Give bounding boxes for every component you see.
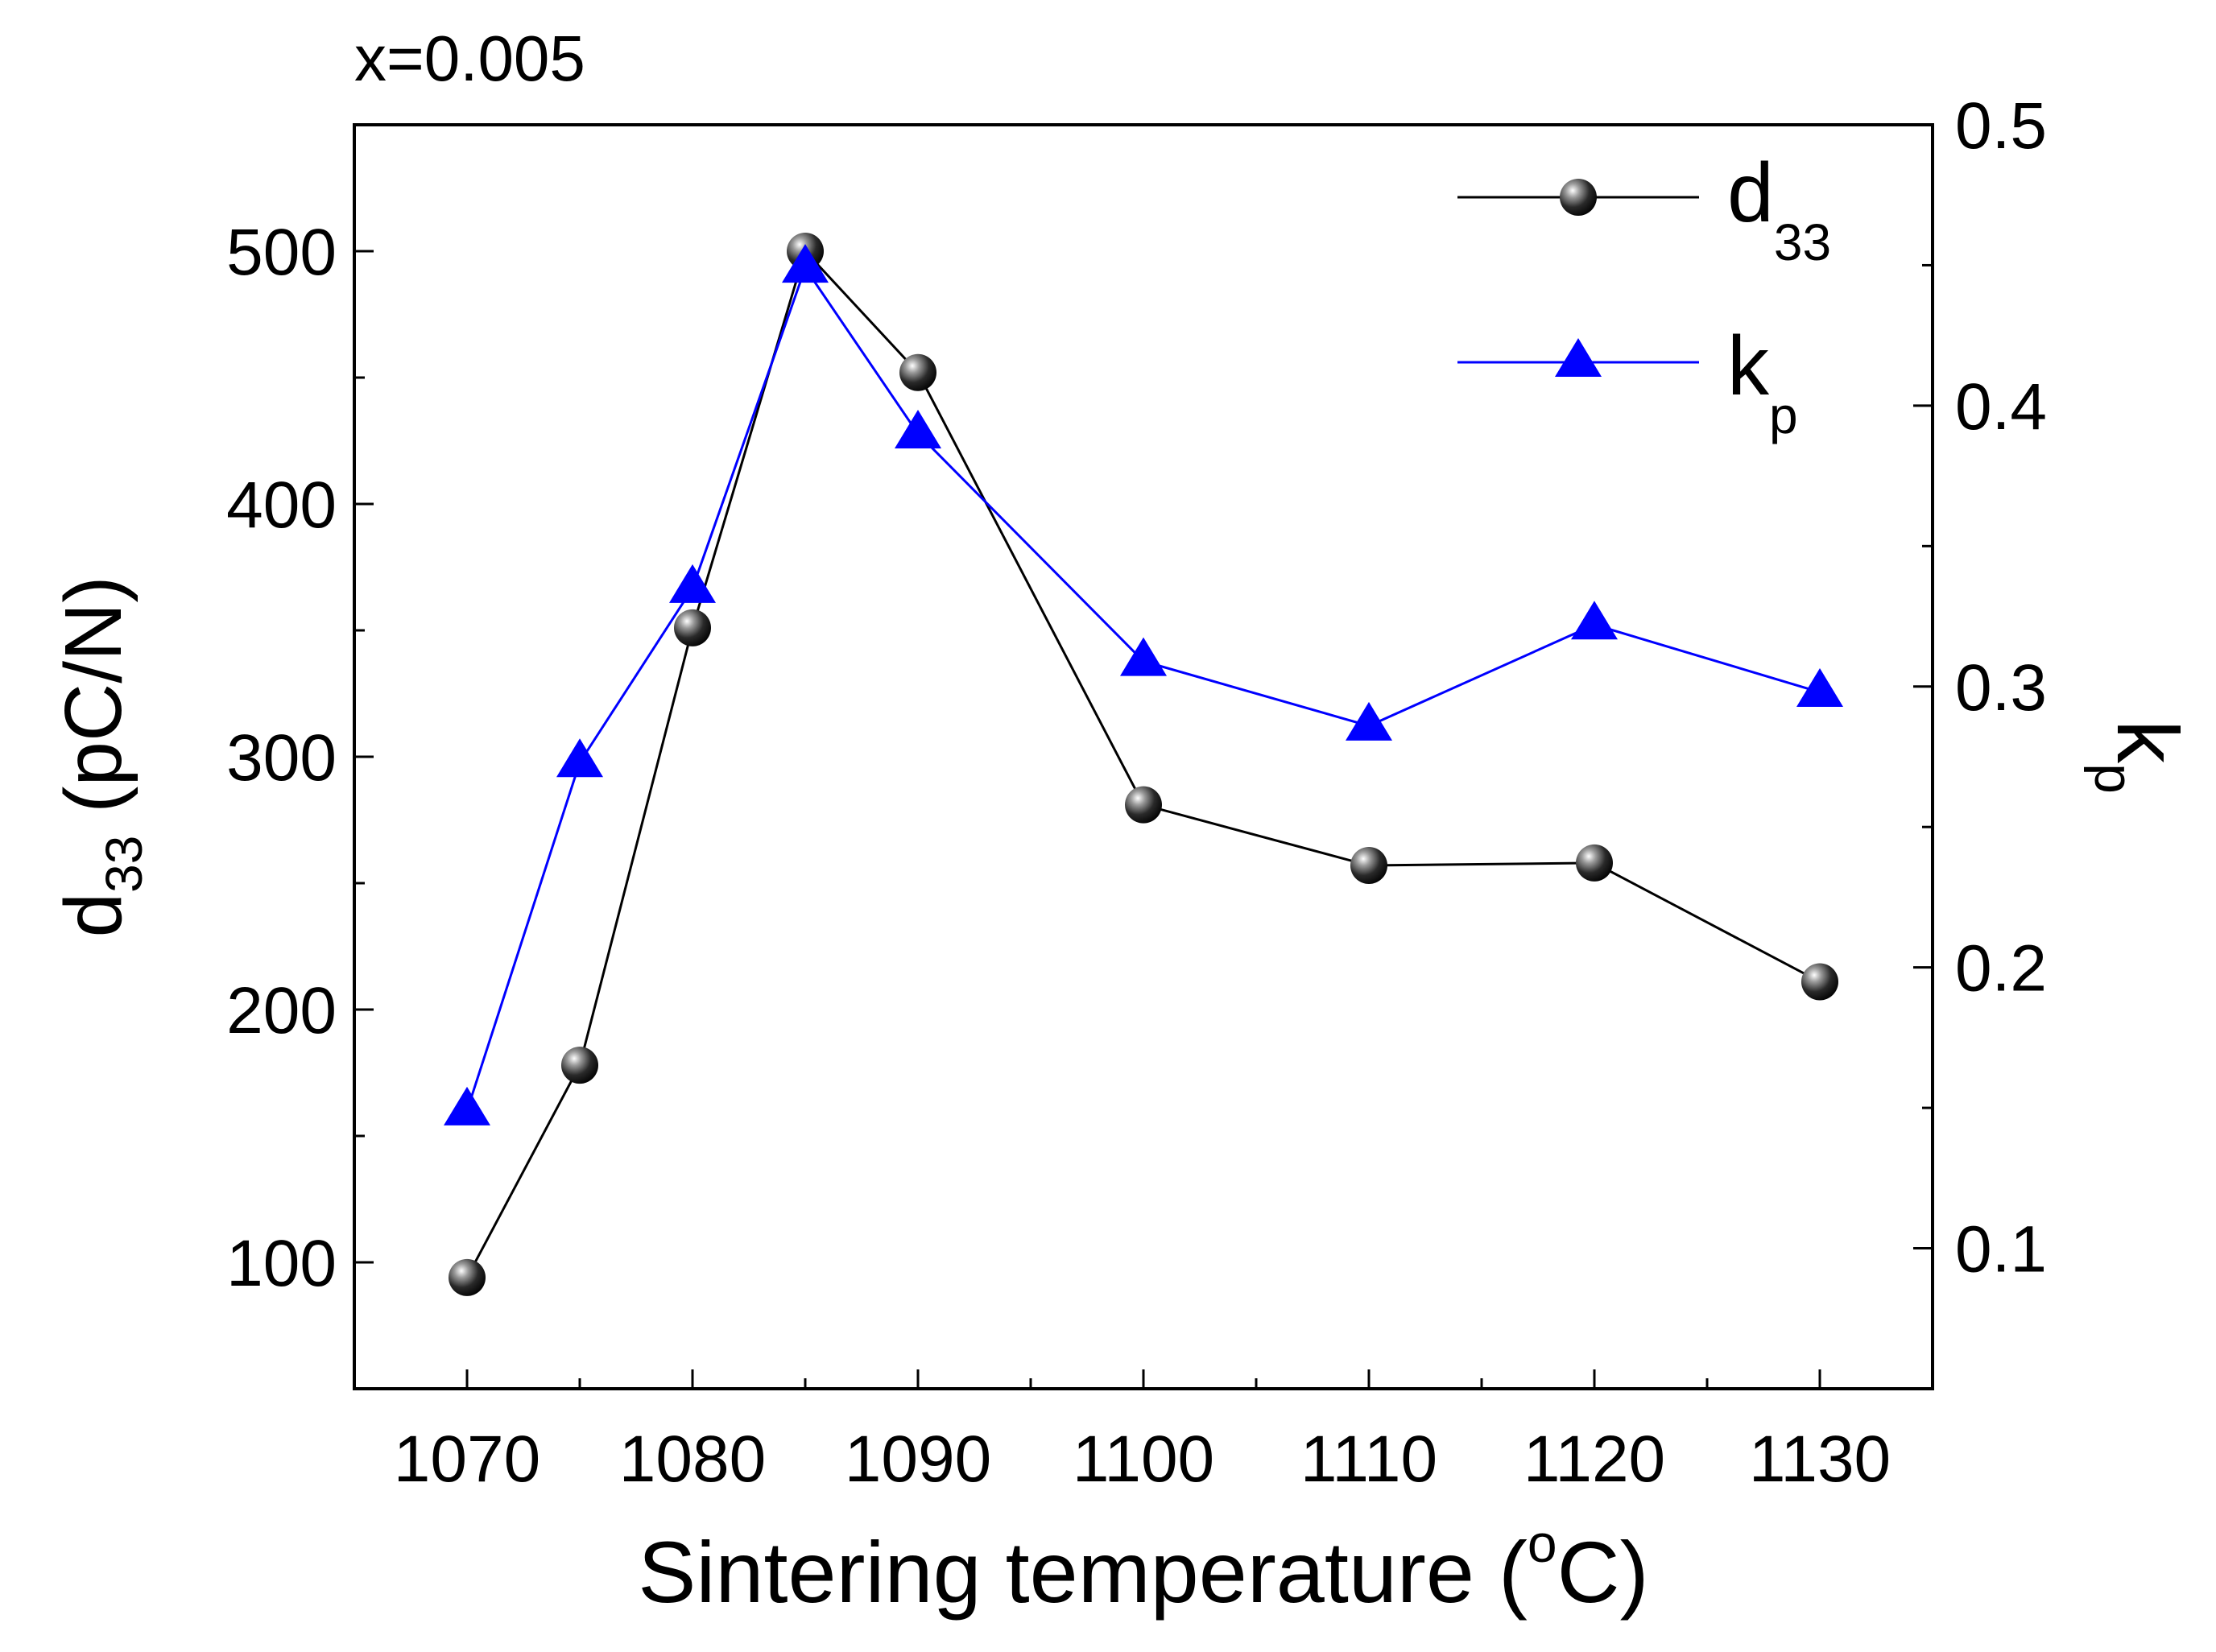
point-kp [669, 564, 716, 603]
x-tick-label: 1120 [1524, 1423, 1665, 1496]
y-left-tick-label: 400 [226, 469, 337, 542]
x-tick-label: 1130 [1749, 1423, 1891, 1496]
y-right-axis-label: kp [2083, 720, 2197, 794]
legend-marker-kp [1555, 338, 1602, 377]
x-axis-label-degree: o [1528, 1514, 1557, 1573]
point-kp [1346, 701, 1392, 741]
y-right-axis-ticks: 0.1 0.2 0.3 0.4 0.5 [1913, 89, 2047, 1286]
legend-label-kp: kp [1727, 320, 1798, 444]
y-left-tick-label: 200 [226, 974, 337, 1047]
y-right-tick-label: 0.4 [1955, 370, 2047, 444]
point-kp [556, 738, 603, 778]
x-tick-label: 1080 [619, 1423, 766, 1496]
point-kp [1796, 667, 1843, 707]
point-kp [1120, 637, 1167, 676]
point-d33 [449, 1258, 486, 1296]
x-tick-label: 1070 [394, 1423, 540, 1496]
y-right-tick-label: 0.1 [1955, 1213, 2047, 1286]
point-d33 [1576, 844, 1613, 882]
y-right-tick-label: 0.5 [1955, 89, 2047, 163]
y-left-axis-ticks: 100 200 300 400 500 [226, 123, 374, 1390]
x-tick-label: 1100 [1073, 1423, 1214, 1496]
legend: d33 kp [1457, 147, 1831, 444]
legend-label-d33: d33 [1727, 147, 1831, 271]
series-line-d33 [465, 249, 1821, 1278]
legend-marker-d33 [1560, 179, 1597, 216]
x-tick-label: 1090 [845, 1423, 991, 1496]
y-left-axis-label: d33 (pC/N) [48, 576, 153, 937]
annotation-text: x=0.005 [354, 23, 585, 94]
y-right-tick-label: 0.3 [1955, 651, 2047, 725]
legend-item-d33: d33 [1457, 147, 1831, 271]
x-axis-ticks: 1070 1080 1090 1100 1110 1120 1130 [394, 1369, 1891, 1496]
y-right-tick-label: 0.2 [1955, 932, 2047, 1006]
y-left-tick-label: 500 [226, 216, 337, 289]
series-layer [444, 233, 1843, 1296]
point-kp [444, 1086, 490, 1125]
point-kp [1571, 601, 1618, 640]
point-d33 [899, 353, 936, 391]
point-kp [782, 244, 829, 283]
point-d33 [1350, 847, 1387, 885]
point-d33 [561, 1047, 598, 1084]
series-line-kp [465, 265, 1821, 1112]
point-kp [895, 410, 941, 449]
point-d33 [674, 609, 711, 646]
point-d33 [1125, 786, 1162, 824]
legend-item-kp: kp [1457, 320, 1798, 444]
point-d33 [1801, 963, 1838, 1001]
plot-frame [353, 123, 1934, 1390]
x-axis-label: Sintering temperature (oC) [638, 1514, 1648, 1621]
x-tick-label: 1110 [1300, 1423, 1437, 1496]
y-left-tick-label: 100 [226, 1227, 337, 1300]
y-left-tick-label: 300 [226, 721, 337, 795]
